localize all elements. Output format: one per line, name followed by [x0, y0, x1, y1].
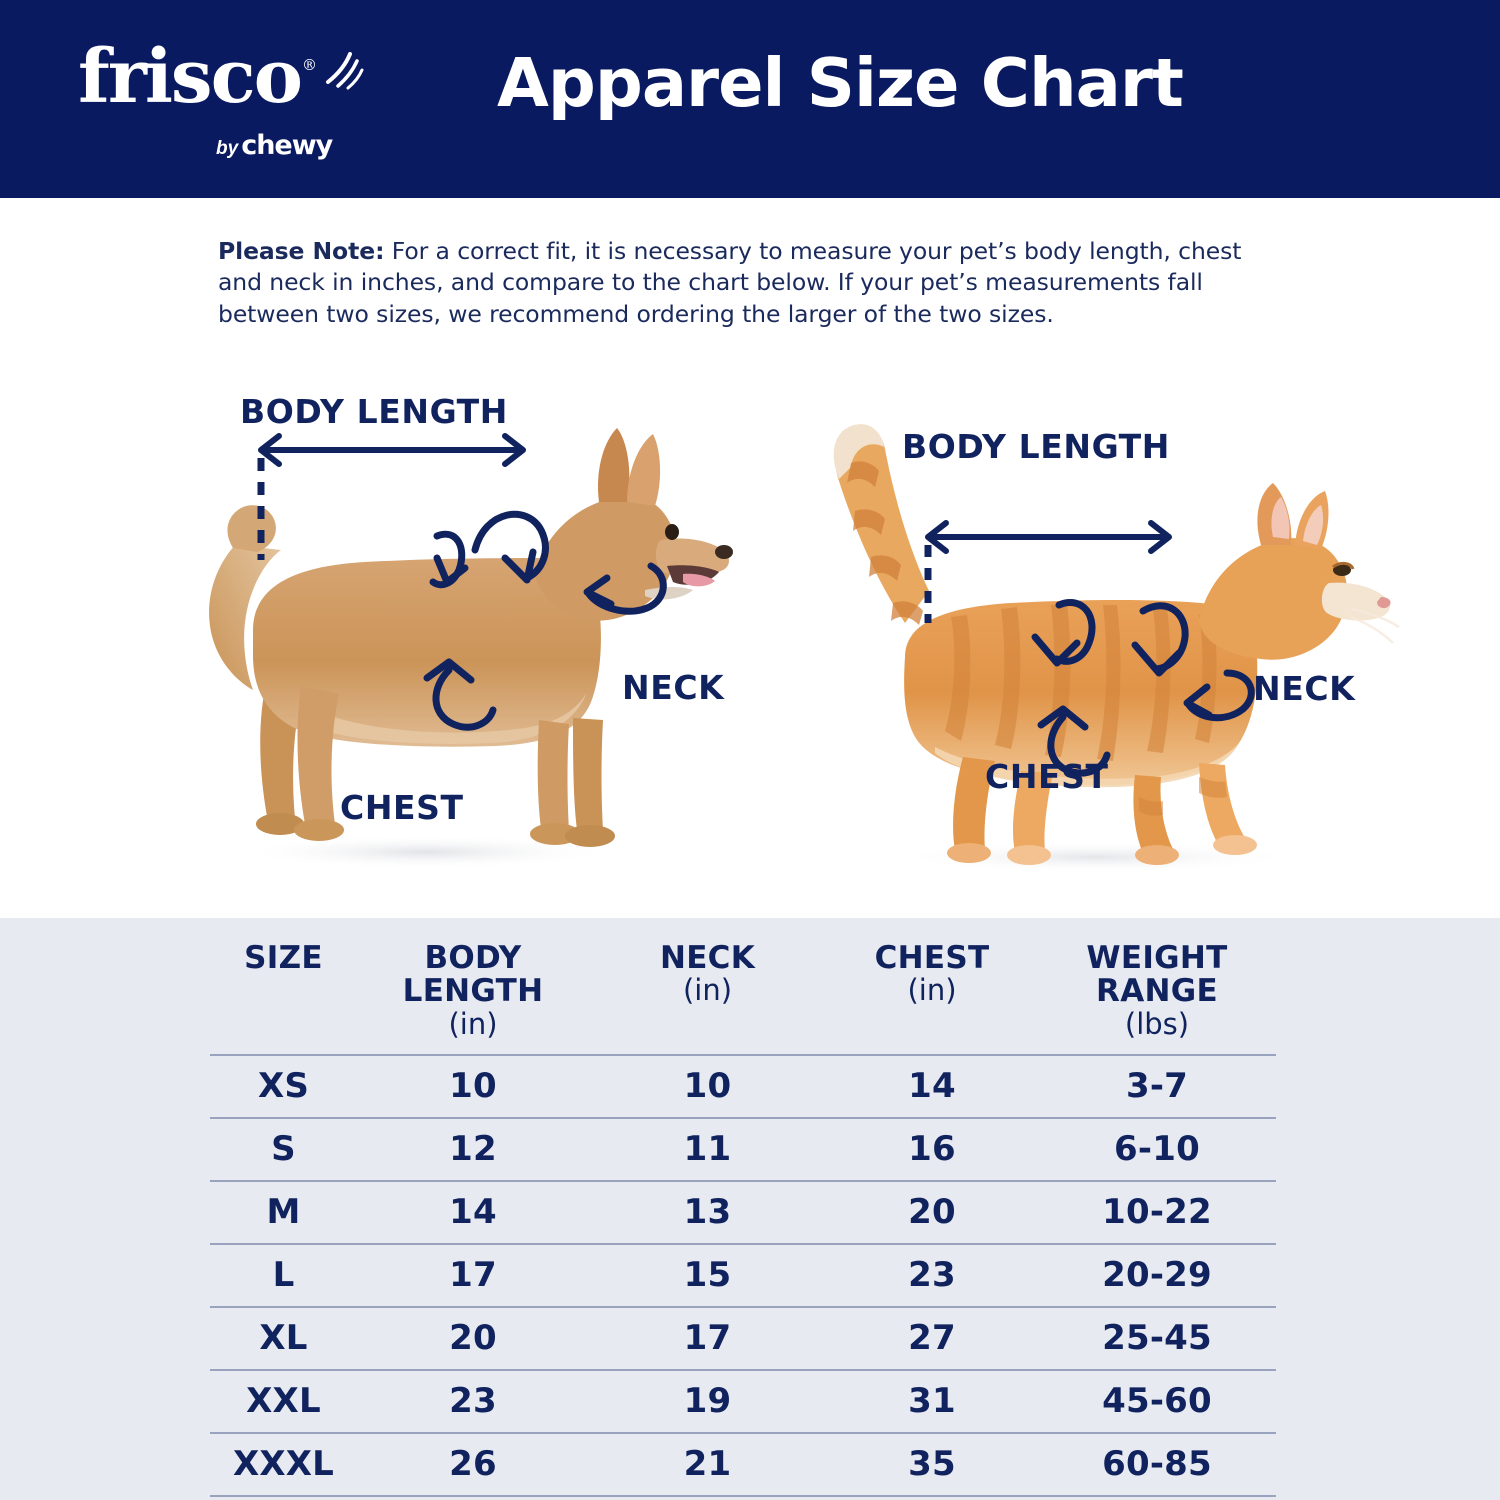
cell-body-length: 14 — [357, 1180, 589, 1245]
header-bar: frisco® by chewy Apparel Size Chart — [0, 0, 1500, 198]
cat-neck-arrow — [1131, 602, 1255, 722]
cell-chest: 27 — [826, 1306, 1038, 1371]
cell-chest: 20 — [826, 1180, 1038, 1245]
cell-chest: 23 — [826, 1243, 1038, 1308]
table-row: XXXL 26 21 35 60-85 — [210, 1432, 1276, 1498]
col-header-body-length: BODY LENGTH (in) — [357, 938, 589, 1055]
cat-neck-label: NECK — [1253, 669, 1356, 708]
dog-neck-arrow — [471, 510, 667, 615]
cell-neck: 19 — [589, 1369, 826, 1434]
size-table-section: SIZE BODY LENGTH (in) NECK (in) CHEST (i… — [0, 918, 1500, 1500]
cat-withers-arrow — [1031, 599, 1096, 667]
swoosh-icon — [326, 52, 364, 90]
cell-size: L — [210, 1243, 357, 1308]
cell-neck: 13 — [589, 1180, 826, 1245]
cat-chest-label: CHEST — [985, 757, 1109, 796]
table-row: XL 20 17 27 25-45 — [210, 1306, 1276, 1371]
cell-weight: 6-10 — [1038, 1117, 1276, 1182]
cell-weight: 20-29 — [1038, 1243, 1276, 1308]
table-row: XS 10 10 14 3-7 — [210, 1054, 1276, 1119]
cell-body-length: 23 — [357, 1369, 589, 1434]
dog-chest-label: CHEST — [340, 788, 464, 827]
cat-chest-arrow — [1037, 705, 1111, 777]
dog-neck-label: NECK — [622, 668, 725, 707]
cell-neck: 17 — [589, 1306, 826, 1371]
cell-size: XXXL — [210, 1432, 357, 1498]
dog-body-length-arrow — [258, 433, 526, 467]
cell-body-length: 12 — [357, 1117, 589, 1182]
cell-size: XS — [210, 1054, 357, 1119]
please-note-label: Please Note: — [218, 237, 385, 265]
dog-shadow — [235, 835, 615, 869]
page-title: Apparel Size Chart — [497, 44, 1184, 122]
cell-chest: 31 — [826, 1369, 1038, 1434]
logo-chewy-text: chewy — [241, 130, 333, 161]
dog-body-length-label: BODY LENGTH — [240, 392, 509, 431]
frisco-logo[interactable]: frisco® by chewy — [78, 40, 368, 162]
cell-weight: 3-7 — [1038, 1054, 1276, 1119]
cell-size: XL — [210, 1306, 357, 1371]
dog-withers-arrow — [429, 530, 469, 589]
cat-body-length-label: BODY LENGTH — [902, 427, 1171, 466]
table-row: XXL 23 19 31 45-60 — [210, 1369, 1276, 1434]
cell-size: XXL — [210, 1369, 357, 1434]
col-header-weight-range: WEIGHT RANGE (lbs) — [1038, 938, 1276, 1055]
cell-size: S — [210, 1117, 357, 1182]
registered-trademark-icon: ® — [302, 56, 317, 75]
col-header-body-length-label: BODY LENGTH — [402, 940, 544, 1010]
cat-diagram: BODY LENGTH NECK CHEST — [795, 405, 1405, 895]
dog-illustration — [209, 428, 733, 869]
col-header-body-length-unit: (in) — [448, 1006, 498, 1041]
cat-shadow — [895, 841, 1295, 873]
cell-chest: 35 — [826, 1432, 1038, 1498]
col-header-neck: NECK (in) — [589, 938, 826, 1055]
cat-body-length-arrow — [925, 520, 1172, 554]
col-header-chest-unit: (in) — [907, 973, 957, 1008]
cell-chest: 16 — [826, 1117, 1038, 1182]
please-note-body: For a correct fit, it is necessary to me… — [218, 237, 1242, 328]
logo-wordmark: frisco® — [78, 40, 317, 114]
logo-by-text: by — [216, 138, 239, 159]
dog-diagram: BODY LENGTH NECK CHEST — [175, 380, 735, 890]
col-header-neck-unit: (in) — [682, 973, 733, 1008]
cell-neck: 10 — [589, 1054, 826, 1119]
cell-size: M — [210, 1180, 357, 1245]
cell-body-length: 26 — [357, 1432, 589, 1498]
cell-weight: 45-60 — [1038, 1369, 1276, 1434]
cell-neck: 21 — [589, 1432, 826, 1498]
table-header-row: SIZE BODY LENGTH (in) NECK (in) CHEST (i… — [210, 938, 1276, 1055]
size-table-body: XS 10 10 14 3-7 S 12 11 16 6-10 M 14 13 — [210, 1054, 1276, 1498]
table-row: L 17 15 23 20-29 — [210, 1243, 1276, 1308]
cell-body-length: 17 — [357, 1243, 589, 1308]
table-row: S 12 11 16 6-10 — [210, 1117, 1276, 1182]
cell-body-length: 10 — [357, 1054, 589, 1119]
cell-weight: 10-22 — [1038, 1180, 1276, 1245]
col-header-chest: CHEST (in) — [826, 938, 1038, 1055]
cell-weight: 60-85 — [1038, 1432, 1276, 1498]
logo-byline: by chewy — [216, 130, 333, 161]
col-header-size: SIZE — [210, 938, 357, 1055]
cell-chest: 14 — [826, 1054, 1038, 1119]
dog-chest-arrow — [423, 658, 497, 731]
please-note-paragraph: Please Note: For a correct fit, it is ne… — [218, 236, 1253, 330]
cell-neck: 11 — [589, 1117, 826, 1182]
cat-illustration — [833, 424, 1400, 873]
logo-word-text: frisco — [78, 34, 303, 120]
col-header-weight-range-label: WEIGHT RANGE — [1086, 940, 1228, 1010]
size-table-head: SIZE BODY LENGTH (in) NECK (in) CHEST (i… — [210, 938, 1276, 1055]
col-header-size-label: SIZE — [244, 940, 323, 976]
col-header-chest-label: CHEST — [874, 940, 990, 976]
table-row: M 14 13 20 10-22 — [210, 1180, 1276, 1245]
size-table: SIZE BODY LENGTH (in) NECK (in) CHEST (i… — [210, 938, 1276, 1498]
cell-weight: 25-45 — [1038, 1306, 1276, 1371]
illustration-area: BODY LENGTH NECK CHEST — [0, 380, 1500, 918]
col-header-weight-range-unit: (lbs) — [1124, 1006, 1190, 1041]
col-header-neck-label: NECK — [659, 940, 756, 976]
cell-neck: 15 — [589, 1243, 826, 1308]
cell-body-length: 20 — [357, 1306, 589, 1371]
